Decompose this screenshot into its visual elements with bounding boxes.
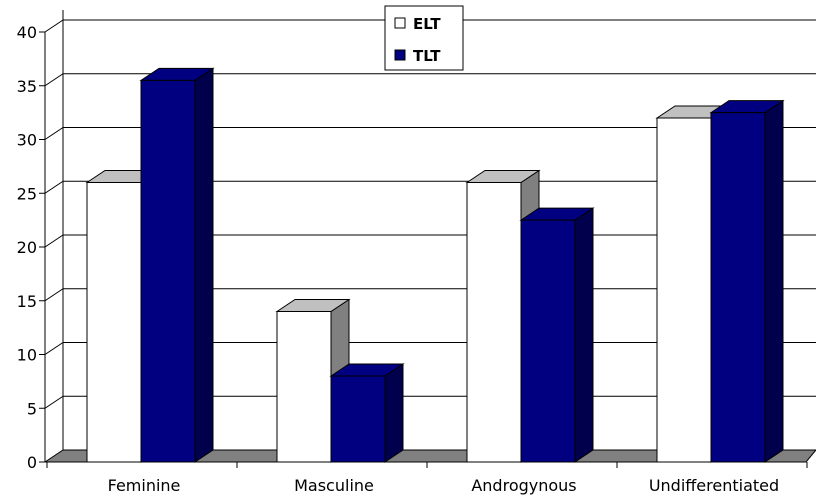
gridline-side	[44, 73, 64, 87]
x-category-label: Feminine	[108, 476, 181, 495]
y-tick-label: 35	[17, 77, 37, 96]
gridline-side	[44, 19, 64, 33]
y-tick-label: 10	[17, 346, 37, 365]
legend-label-tlt: TLT	[413, 47, 441, 65]
bar-tlt-undifferentiated	[709, 99, 785, 463]
y-tick-label: 0	[27, 453, 37, 472]
gridline-side	[44, 180, 64, 194]
bar-front	[656, 117, 712, 463]
x-category-label: Masculine	[294, 476, 374, 495]
gridline-side	[44, 127, 64, 140]
bar-tlt-androgynous	[519, 207, 595, 463]
gridline-side	[44, 234, 64, 248]
legend-label-elt: ELT	[413, 15, 441, 33]
x-category-label: Androgynous	[471, 476, 576, 495]
y-axis: 0 5 10 15 20 25 30 35 40	[17, 23, 46, 472]
bar-front	[466, 182, 522, 463]
bar-side	[194, 67, 214, 463]
bar-front	[140, 79, 196, 463]
y-tick-label: 5	[27, 399, 37, 418]
bar-front	[276, 311, 332, 463]
bar-side	[764, 99, 784, 463]
y-tick-label: 20	[17, 238, 37, 257]
legend: ELT TLT	[384, 5, 464, 71]
x-axis-labels: Feminine Masculine Androgynous Undifferenti…	[46, 462, 808, 495]
y-tick-label: 25	[17, 184, 37, 203]
x-category-label: Undifferentiated	[649, 476, 779, 495]
bar-front	[330, 375, 386, 463]
bar-side	[384, 363, 404, 463]
bar-front	[710, 112, 766, 463]
gridline-side	[44, 288, 64, 302]
y-tick-label: 30	[17, 131, 37, 150]
y-tick-label: 15	[17, 292, 37, 311]
bars	[85, 67, 785, 463]
gridline-side	[44, 395, 64, 409]
bar-tlt-masculine	[329, 363, 405, 463]
bar-tlt-feminine	[139, 67, 215, 463]
gridline-side	[44, 342, 64, 355]
y-tick-label: 40	[17, 23, 37, 42]
bar-front	[86, 182, 142, 463]
legend-swatch-tlt	[394, 49, 406, 61]
bar-side	[574, 207, 594, 463]
legend-swatch-elt	[394, 17, 406, 29]
bar-front	[520, 219, 576, 463]
